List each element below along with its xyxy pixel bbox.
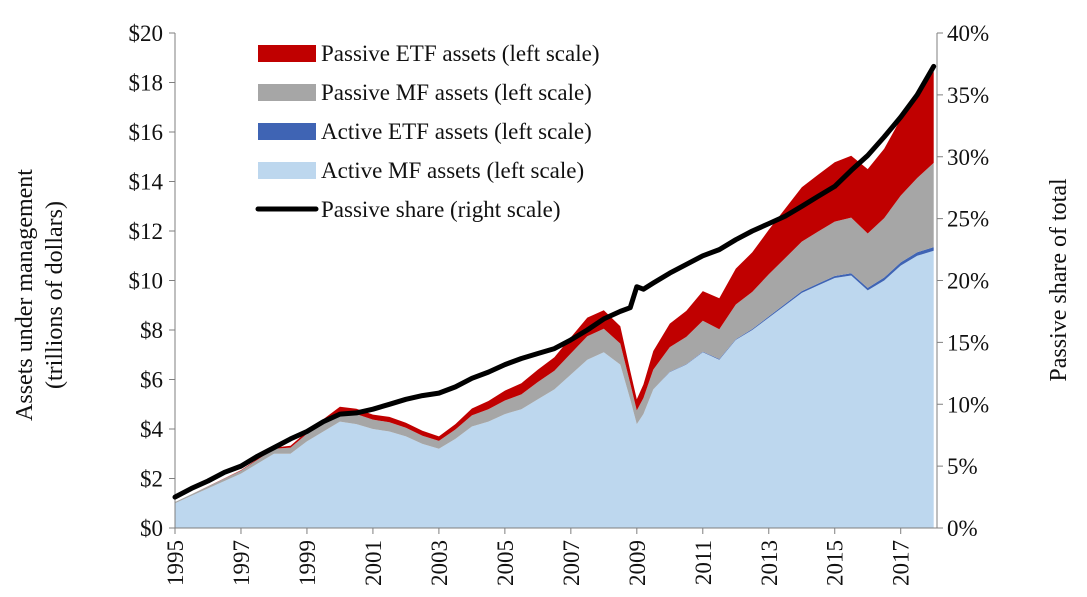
line-passive-share <box>172 63 937 500</box>
left-tick-label: $18 <box>129 71 164 96</box>
left-tick-label: $8 <box>140 318 163 343</box>
x-tick-label: 2017 <box>889 540 914 586</box>
x-tick-label: 2001 <box>361 540 386 586</box>
x-tick-label: 2007 <box>559 540 584 586</box>
left-tick-label: $6 <box>140 368 163 393</box>
left-tick-label: $20 <box>129 21 164 46</box>
line-layer <box>172 63 937 500</box>
right-tick-label: 0% <box>947 516 978 541</box>
legend-label-active-mf-assets: Active MF assets (left scale) <box>321 158 584 183</box>
left-axis-ticks: $0 $2 $4 $6 $8 $10 $12 $14 $16 $18 $20 <box>129 21 175 541</box>
right-tick-label: 25% <box>947 207 989 232</box>
x-tick-label: 2011 <box>691 540 716 585</box>
left-tick-label: $2 <box>140 467 163 492</box>
right-tick-label: 10% <box>947 392 989 417</box>
area-active-mf-assets <box>175 250 934 529</box>
x-axis-ticks: 1995 1997 1999 2001 2003 2005 2007 2009 2011 2013… <box>163 528 914 586</box>
right-axis-title: Passive share of total <box>1046 178 1072 382</box>
x-tick-label: 2009 <box>625 540 650 586</box>
left-tick-label: $14 <box>129 170 164 195</box>
x-tick-label: 2003 <box>427 540 452 586</box>
right-tick-label: 40% <box>947 21 989 46</box>
right-tick-label: 35% <box>947 83 989 108</box>
area-passive-mf-assets <box>175 162 934 504</box>
legend-swatch-active-etf-assets <box>258 123 316 140</box>
left-tick-label: $4 <box>140 417 164 442</box>
left-tick-label: $12 <box>129 219 164 244</box>
x-tick-label: 2005 <box>493 540 518 586</box>
left-tick-label: $10 <box>129 269 164 294</box>
legend-label-passive-etf-assets: Passive ETF assets (left scale) <box>321 41 599 66</box>
left-axis-title-line2: (trillions of dollars) <box>42 201 68 389</box>
right-tick-label: 30% <box>947 145 989 170</box>
plot-areas <box>175 71 934 529</box>
right-tick-label: 20% <box>947 269 989 294</box>
legend-swatch-passive-etf-assets <box>258 45 316 62</box>
left-tick-label: $0 <box>140 516 163 541</box>
legend-label-passive-share: Passive share (right scale) <box>321 197 561 222</box>
left-axis-title-line1: Assets under management <box>12 169 38 421</box>
right-tick-label: 5% <box>947 454 978 479</box>
x-tick-label: 1999 <box>295 540 320 586</box>
legend: Passive ETF assets (left scale) Passive M… <box>255 41 599 222</box>
left-tick-label: $16 <box>129 120 164 145</box>
legend-swatch-active-mf-assets <box>258 162 316 179</box>
x-tick-label: 2015 <box>823 540 848 586</box>
right-tick-label: 15% <box>947 330 989 355</box>
legend-swatch-passive-mf-assets <box>258 84 316 101</box>
x-tick-label: 2013 <box>757 540 782 586</box>
legend-label-passive-mf-assets: Passive MF assets (left scale) <box>321 80 592 105</box>
x-tick-label: 1995 <box>163 540 188 586</box>
x-tick-label: 1997 <box>229 540 254 586</box>
legend-label-active-etf-assets: Active ETF assets (left scale) <box>321 119 592 144</box>
right-axis-ticks: 0% 5% 10% 15% 20% 25% 30% 35% 40% <box>937 21 989 541</box>
